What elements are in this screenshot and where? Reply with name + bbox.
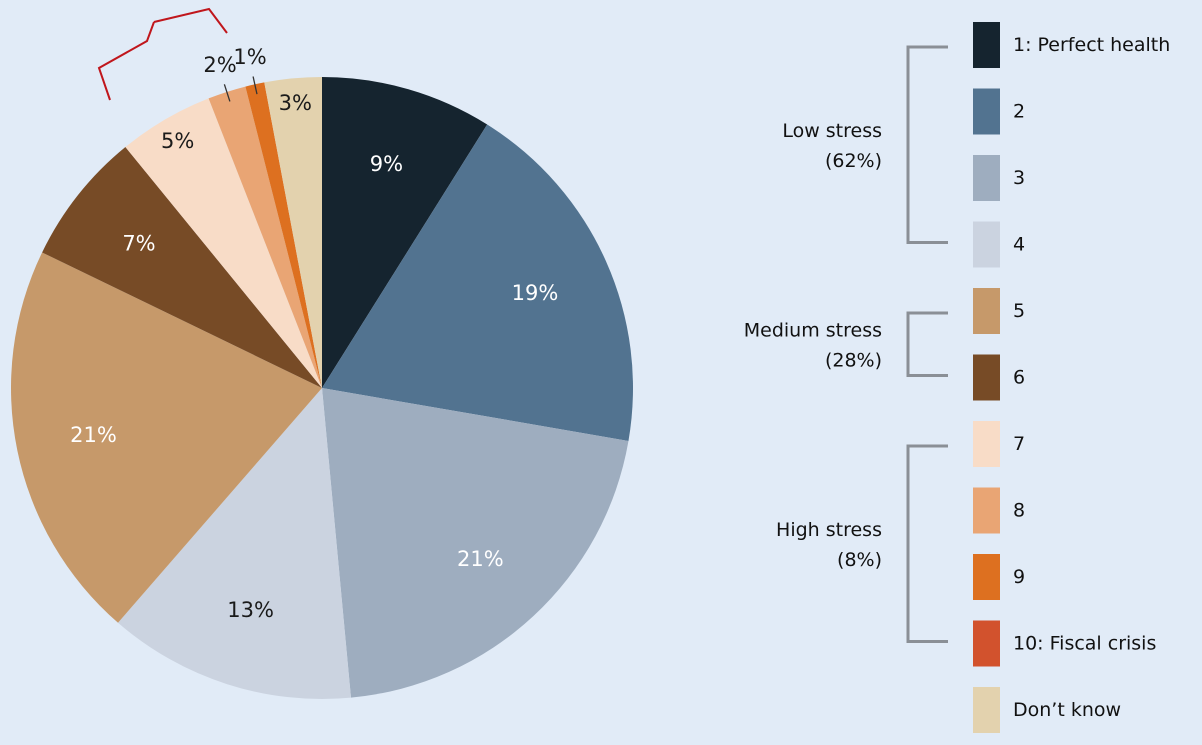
legend-label-5: 5: [1013, 300, 1025, 322]
legend-label-6: 6: [1013, 367, 1025, 389]
high-stress-slices-bracket: [97, 7, 228, 101]
legend-swatch-3: [973, 155, 1000, 201]
legend-label-don-t-know: Don’t know: [1013, 699, 1121, 721]
legend-item-1-perfect-health: 1: Perfect health: [973, 22, 1170, 68]
group-bracket-medium-stress: [906, 311, 948, 377]
data-label-9: 1%: [233, 45, 266, 69]
legend-item-7: 7: [973, 421, 1025, 467]
legend-label-1-perfect-health: 1: Perfect health: [1013, 34, 1170, 56]
group-share-high-stress: (8%): [837, 549, 882, 571]
slice-8: [208, 86, 322, 388]
legend-item-4: 4: [973, 221, 1025, 268]
slice-5: [11, 252, 323, 623]
data-label-8: 2%: [203, 53, 236, 77]
data-label-2: 19%: [512, 281, 559, 305]
legend-item-9: 9: [973, 554, 1025, 600]
legend-label-10-fiscal-crisis: 10: Fiscal crisis: [1013, 633, 1156, 655]
legend-label-7: 7: [1013, 433, 1025, 455]
data-label-1-perfect-health: 9%: [370, 152, 403, 176]
legend-item-3: 3: [973, 155, 1025, 201]
legend-swatch-1-perfect-health: [973, 22, 1000, 68]
legend-swatch-7: [973, 421, 1000, 467]
legend-item-5: 5: [973, 288, 1025, 334]
legend-swatch-4: [973, 221, 1000, 268]
leader-line-8: [223, 84, 231, 102]
legend: 1: Perfect health 2 3 4 5 6 7 8 9 10: Fiscal cris…: [973, 22, 1170, 733]
legend-label-2: 2: [1013, 101, 1025, 123]
data-label-5: 21%: [70, 423, 117, 447]
legend-item-6: 6: [973, 354, 1025, 401]
legend-label-4: 4: [1013, 234, 1025, 256]
legend-swatch-6: [973, 354, 1000, 401]
legend-label-9: 9: [1013, 566, 1025, 588]
slice-6: [42, 147, 322, 388]
group-name-medium-stress: Medium stress: [744, 319, 882, 341]
legend-item-don-t-know: Don’t know: [973, 687, 1121, 733]
legend-item-10-fiscal-crisis: 10: Fiscal crisis: [973, 620, 1156, 667]
pie-data-labels: 9% 19% 21% 13% 21% 7% 5% 2%1% 3%: [70, 45, 558, 622]
legend-swatch-10-fiscal-crisis: [973, 620, 1000, 667]
label-leader-lines: [223, 76, 258, 102]
slice-7: [125, 98, 322, 388]
slice-9: [245, 82, 322, 389]
pie-slices: [11, 77, 633, 700]
group-bracket-high-stress: [906, 444, 948, 643]
group-share-medium-stress: (28%): [825, 349, 882, 371]
legend-item-2: 2: [973, 88, 1025, 135]
group-high-stress: High stress (8%): [776, 444, 948, 643]
slice-4: [118, 388, 351, 700]
group-medium-stress: Medium stress (28%): [744, 311, 948, 377]
legend-swatch-8: [973, 487, 1000, 534]
group-share-low-stress: (62%): [825, 150, 882, 172]
data-label-3: 21%: [457, 547, 504, 571]
legend-label-8: 8: [1013, 500, 1025, 522]
stress-group-brackets: Low stress (62%) Medium stress (28%) High st…: [744, 45, 948, 643]
slice-don-t-know: [264, 77, 322, 388]
legend-swatch-don-t-know: [973, 687, 1000, 733]
group-name-high-stress: High stress: [776, 519, 882, 541]
legend-swatch-2: [973, 88, 1000, 135]
leader-line-9: [252, 76, 258, 95]
legend-label-3: 3: [1013, 167, 1025, 189]
slice-3: [322, 388, 629, 698]
group-low-stress: Low stress (62%): [782, 45, 948, 244]
group-name-low-stress: Low stress: [782, 120, 882, 142]
legend-item-8: 8: [973, 487, 1025, 534]
data-label-6: 7%: [122, 231, 155, 255]
legend-swatch-9: [973, 554, 1000, 600]
slice-2: [322, 124, 633, 441]
slice-1-perfect-health: [322, 77, 488, 388]
data-label-4: 13%: [227, 598, 274, 622]
group-bracket-low-stress: [906, 45, 948, 244]
legend-swatch-5: [973, 288, 1000, 334]
data-label-don-t-know: 3%: [279, 91, 312, 115]
data-label-7: 5%: [161, 129, 194, 153]
